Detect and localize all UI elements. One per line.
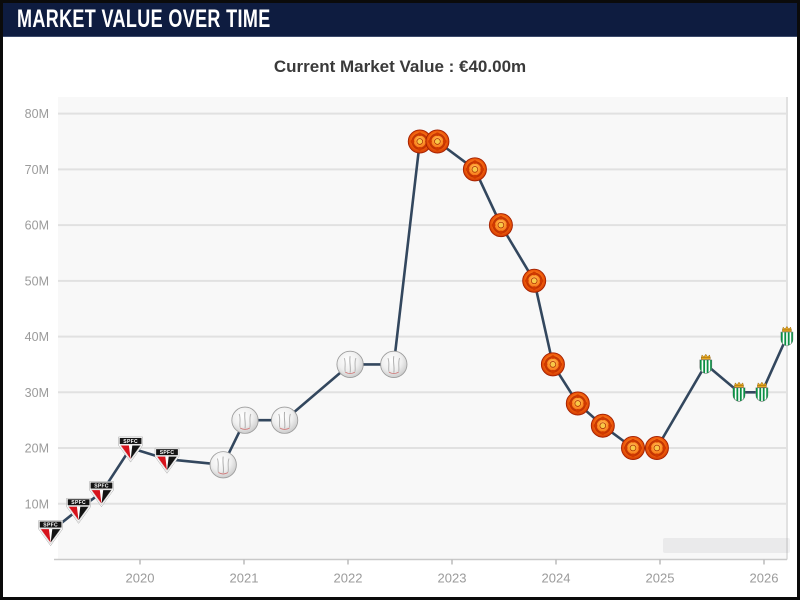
real-betis-crest-icon[interactable] (756, 382, 768, 402)
manchester-united-crest-icon[interactable] (488, 212, 514, 238)
y-axis-label: 10M (25, 497, 49, 511)
y-axis-label: 50M (25, 274, 49, 288)
y-axis-label: 80M (25, 107, 49, 121)
title-bar: MARKET VALUE OVER TIME (3, 3, 797, 37)
x-axis-label: 2023 (438, 571, 467, 586)
real-betis-crest-icon[interactable] (700, 354, 712, 374)
manchester-united-crest-icon[interactable] (540, 351, 566, 378)
manchester-united-crest-icon[interactable] (644, 435, 670, 461)
real-betis-crest-icon[interactable] (733, 382, 745, 402)
y-axis-label: 60M (25, 219, 49, 233)
ajax-crest-icon[interactable] (270, 406, 299, 434)
x-axis-label: 2022 (334, 571, 363, 586)
manchester-united-crest-icon[interactable] (620, 435, 646, 461)
manchester-united-crest-icon[interactable] (565, 390, 591, 417)
x-axis-label: 2026 (750, 571, 779, 586)
ajax-crest-icon[interactable] (380, 350, 408, 379)
x-axis-label: 2021 (230, 571, 259, 586)
manchester-united-crest-icon[interactable] (424, 128, 451, 155)
manchester-united-crest-icon[interactable] (521, 268, 547, 294)
x-axis-label: 2020 (126, 571, 155, 586)
x-axis-label: 2024 (542, 571, 571, 586)
current-market-value-label: Current Market Value : €40.00m (273, 57, 527, 76)
watermark (663, 538, 790, 553)
y-axis-label: 20M (25, 442, 49, 456)
manchester-united-crest-icon[interactable] (590, 413, 616, 439)
ajax-crest-icon[interactable] (336, 350, 364, 379)
ajax-crest-icon[interactable] (231, 406, 259, 434)
plot-area (58, 97, 787, 560)
y-axis-label: 40M (25, 330, 49, 344)
page-title: MARKET VALUE OVER TIME (17, 5, 271, 33)
ajax-crest-icon[interactable] (209, 451, 237, 479)
x-axis-label: 2025 (646, 571, 675, 586)
manchester-united-crest-icon[interactable] (462, 156, 488, 183)
real-betis-crest-icon[interactable] (781, 326, 793, 346)
y-axis-label: 30M (25, 386, 49, 400)
y-axis-label: 70M (25, 163, 49, 177)
